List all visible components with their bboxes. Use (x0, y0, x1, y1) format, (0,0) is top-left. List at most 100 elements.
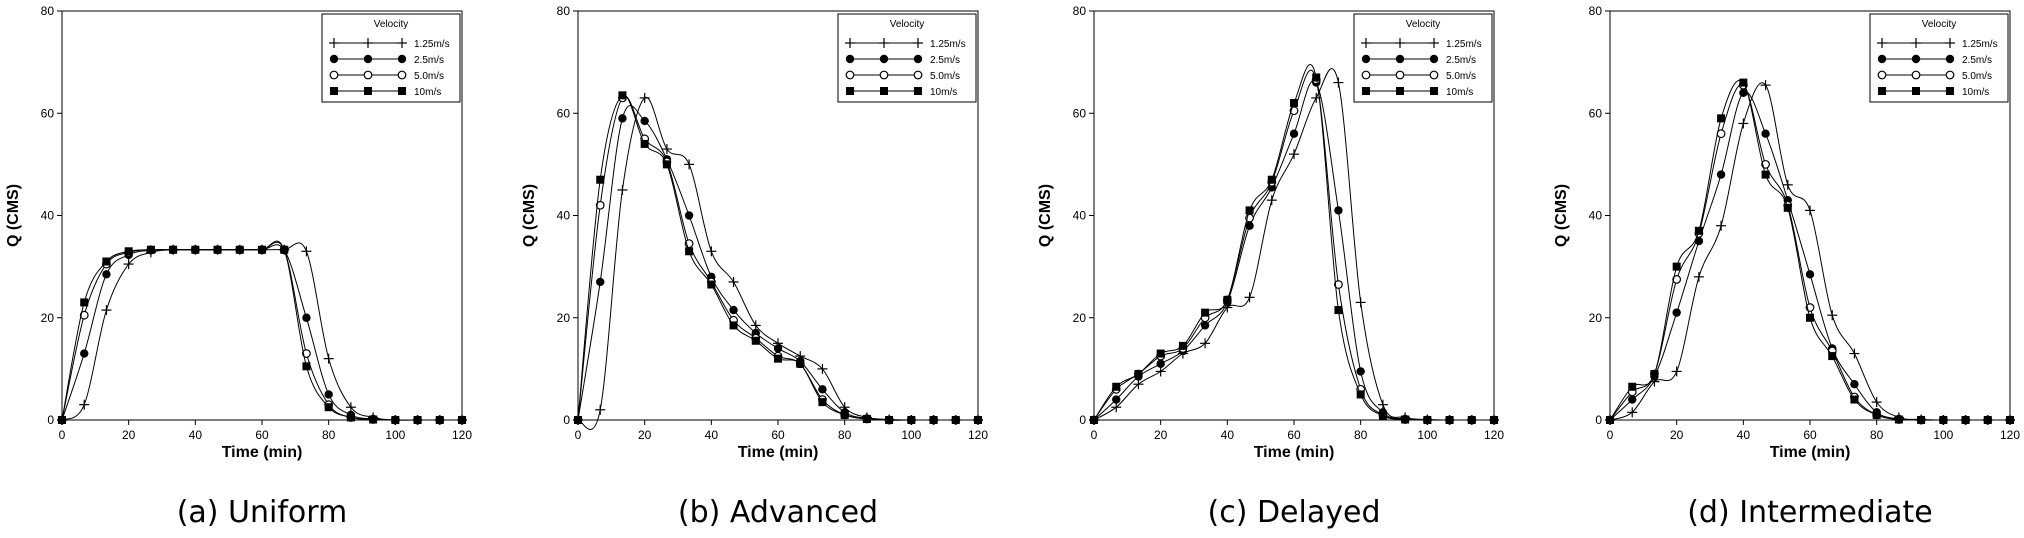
data-point (79, 310, 89, 320)
data-point (458, 416, 466, 424)
series-line (1093, 64, 1494, 421)
series-10m/s (58, 240, 466, 424)
x-tick-label: 60 (771, 428, 785, 442)
x-tick-label: 0 (1607, 428, 1614, 442)
legend-label: 10m/s (1962, 87, 1989, 98)
data-point (684, 211, 694, 220)
legend-marker (363, 54, 373, 64)
data-point (929, 416, 938, 424)
legend-label: 2.5m/s (414, 55, 444, 66)
legend-marker (1911, 54, 1921, 64)
legend: Velocity 1.25m/s 2.5m/s 5.0m/s 10m/s (1869, 13, 2009, 103)
data-point (1628, 395, 1637, 404)
data-point (1289, 129, 1299, 138)
chart-panel-2: 0 20 40 60 80 100 120 0 20 40 60 80 Time (min) Q (CMS… (521, 4, 988, 530)
data-point (818, 385, 827, 394)
data-point (1939, 416, 1948, 424)
data-point (1983, 416, 1992, 424)
x-axis-title: Time (min) (222, 444, 303, 461)
series-10m/s (1606, 78, 2014, 424)
data-point (1111, 402, 1122, 413)
y-tick-label: 40 (1589, 209, 1603, 223)
legend-label: 2.5m/s (1962, 55, 1992, 66)
series-2.5m/s (1089, 78, 1499, 425)
legend-entry: 5.0m/s (1877, 70, 1992, 82)
legend-marker (879, 54, 889, 64)
data-point (596, 175, 605, 184)
data-point (1244, 292, 1255, 303)
data-point (1606, 416, 1614, 424)
y-tick-label: 60 (1073, 106, 1087, 120)
legend-title: Velocity (1922, 19, 1956, 30)
data-point (391, 416, 400, 424)
legend-marker (914, 87, 922, 95)
y-axis-title: Q (CMS) (521, 184, 538, 247)
data-point (751, 336, 760, 345)
data-point (862, 414, 871, 423)
y-tick-label: 40 (41, 209, 55, 223)
x-tick-label: 100 (901, 428, 921, 442)
legend-label: 5.0m/s (930, 71, 960, 82)
x-tick-label: 120 (452, 428, 472, 442)
data-point (1672, 275, 1682, 284)
data-point (1356, 390, 1365, 399)
data-point (617, 184, 628, 195)
legend-marker (845, 54, 855, 64)
data-point (1156, 349, 1165, 358)
legend-title: Velocity (1406, 19, 1440, 30)
data-point (1356, 367, 1365, 376)
y-tick-label: 0 (47, 413, 54, 427)
x-tick-label: 100 (1933, 428, 1953, 442)
data-point (1090, 416, 1098, 424)
data-point (1112, 382, 1121, 391)
data-point (1200, 338, 1211, 349)
series-1.25m/s (57, 242, 467, 425)
data-point (1312, 73, 1321, 82)
x-axis-title: Time (min) (1770, 444, 1851, 461)
legend-marker (330, 87, 338, 95)
data-point (885, 416, 894, 424)
data-point (169, 245, 178, 254)
legend-label: 5.0m/s (414, 71, 444, 82)
data-point (595, 200, 605, 210)
data-point (146, 245, 155, 254)
y-tick-label: 20 (1589, 311, 1603, 325)
legend-marker (1362, 87, 1370, 95)
data-point (661, 144, 672, 155)
legend-marker (1912, 87, 1920, 95)
data-point (58, 416, 66, 424)
x-tick-label: 20 (1154, 428, 1168, 442)
legend-marker (329, 54, 339, 64)
data-point (123, 259, 134, 270)
data-point (1223, 295, 1232, 304)
data-point (707, 280, 716, 289)
legend-marker (845, 70, 855, 80)
legend-marker (397, 70, 407, 80)
series-line (1609, 82, 2010, 421)
legend-box (837, 13, 977, 103)
data-point (662, 160, 671, 169)
panel-caption: (d) Intermediate (1687, 495, 1933, 530)
legend-marker (329, 70, 339, 80)
data-point (1245, 206, 1254, 215)
data-point (1201, 308, 1210, 317)
data-point (1333, 77, 1344, 88)
x-tick-label: 60 (1287, 428, 1301, 442)
data-point (413, 416, 422, 424)
data-point (1739, 78, 1748, 87)
y-axis-title: Q (CMS) (5, 184, 22, 247)
x-tick-label: 60 (1803, 428, 1817, 442)
series-line (1609, 84, 2010, 421)
legend-marker (397, 54, 407, 64)
data-point (1266, 195, 1277, 206)
data-point (1156, 359, 1165, 368)
x-tick-label: 0 (575, 428, 582, 442)
data-point (1134, 369, 1143, 378)
legend-label: 1.25m/s (414, 39, 450, 50)
x-tick-label: 60 (255, 428, 269, 442)
y-tick-label: 80 (1589, 4, 1603, 18)
data-point (640, 139, 649, 148)
data-point (1738, 118, 1749, 129)
series-line (61, 240, 462, 421)
legend-marker (845, 38, 855, 48)
